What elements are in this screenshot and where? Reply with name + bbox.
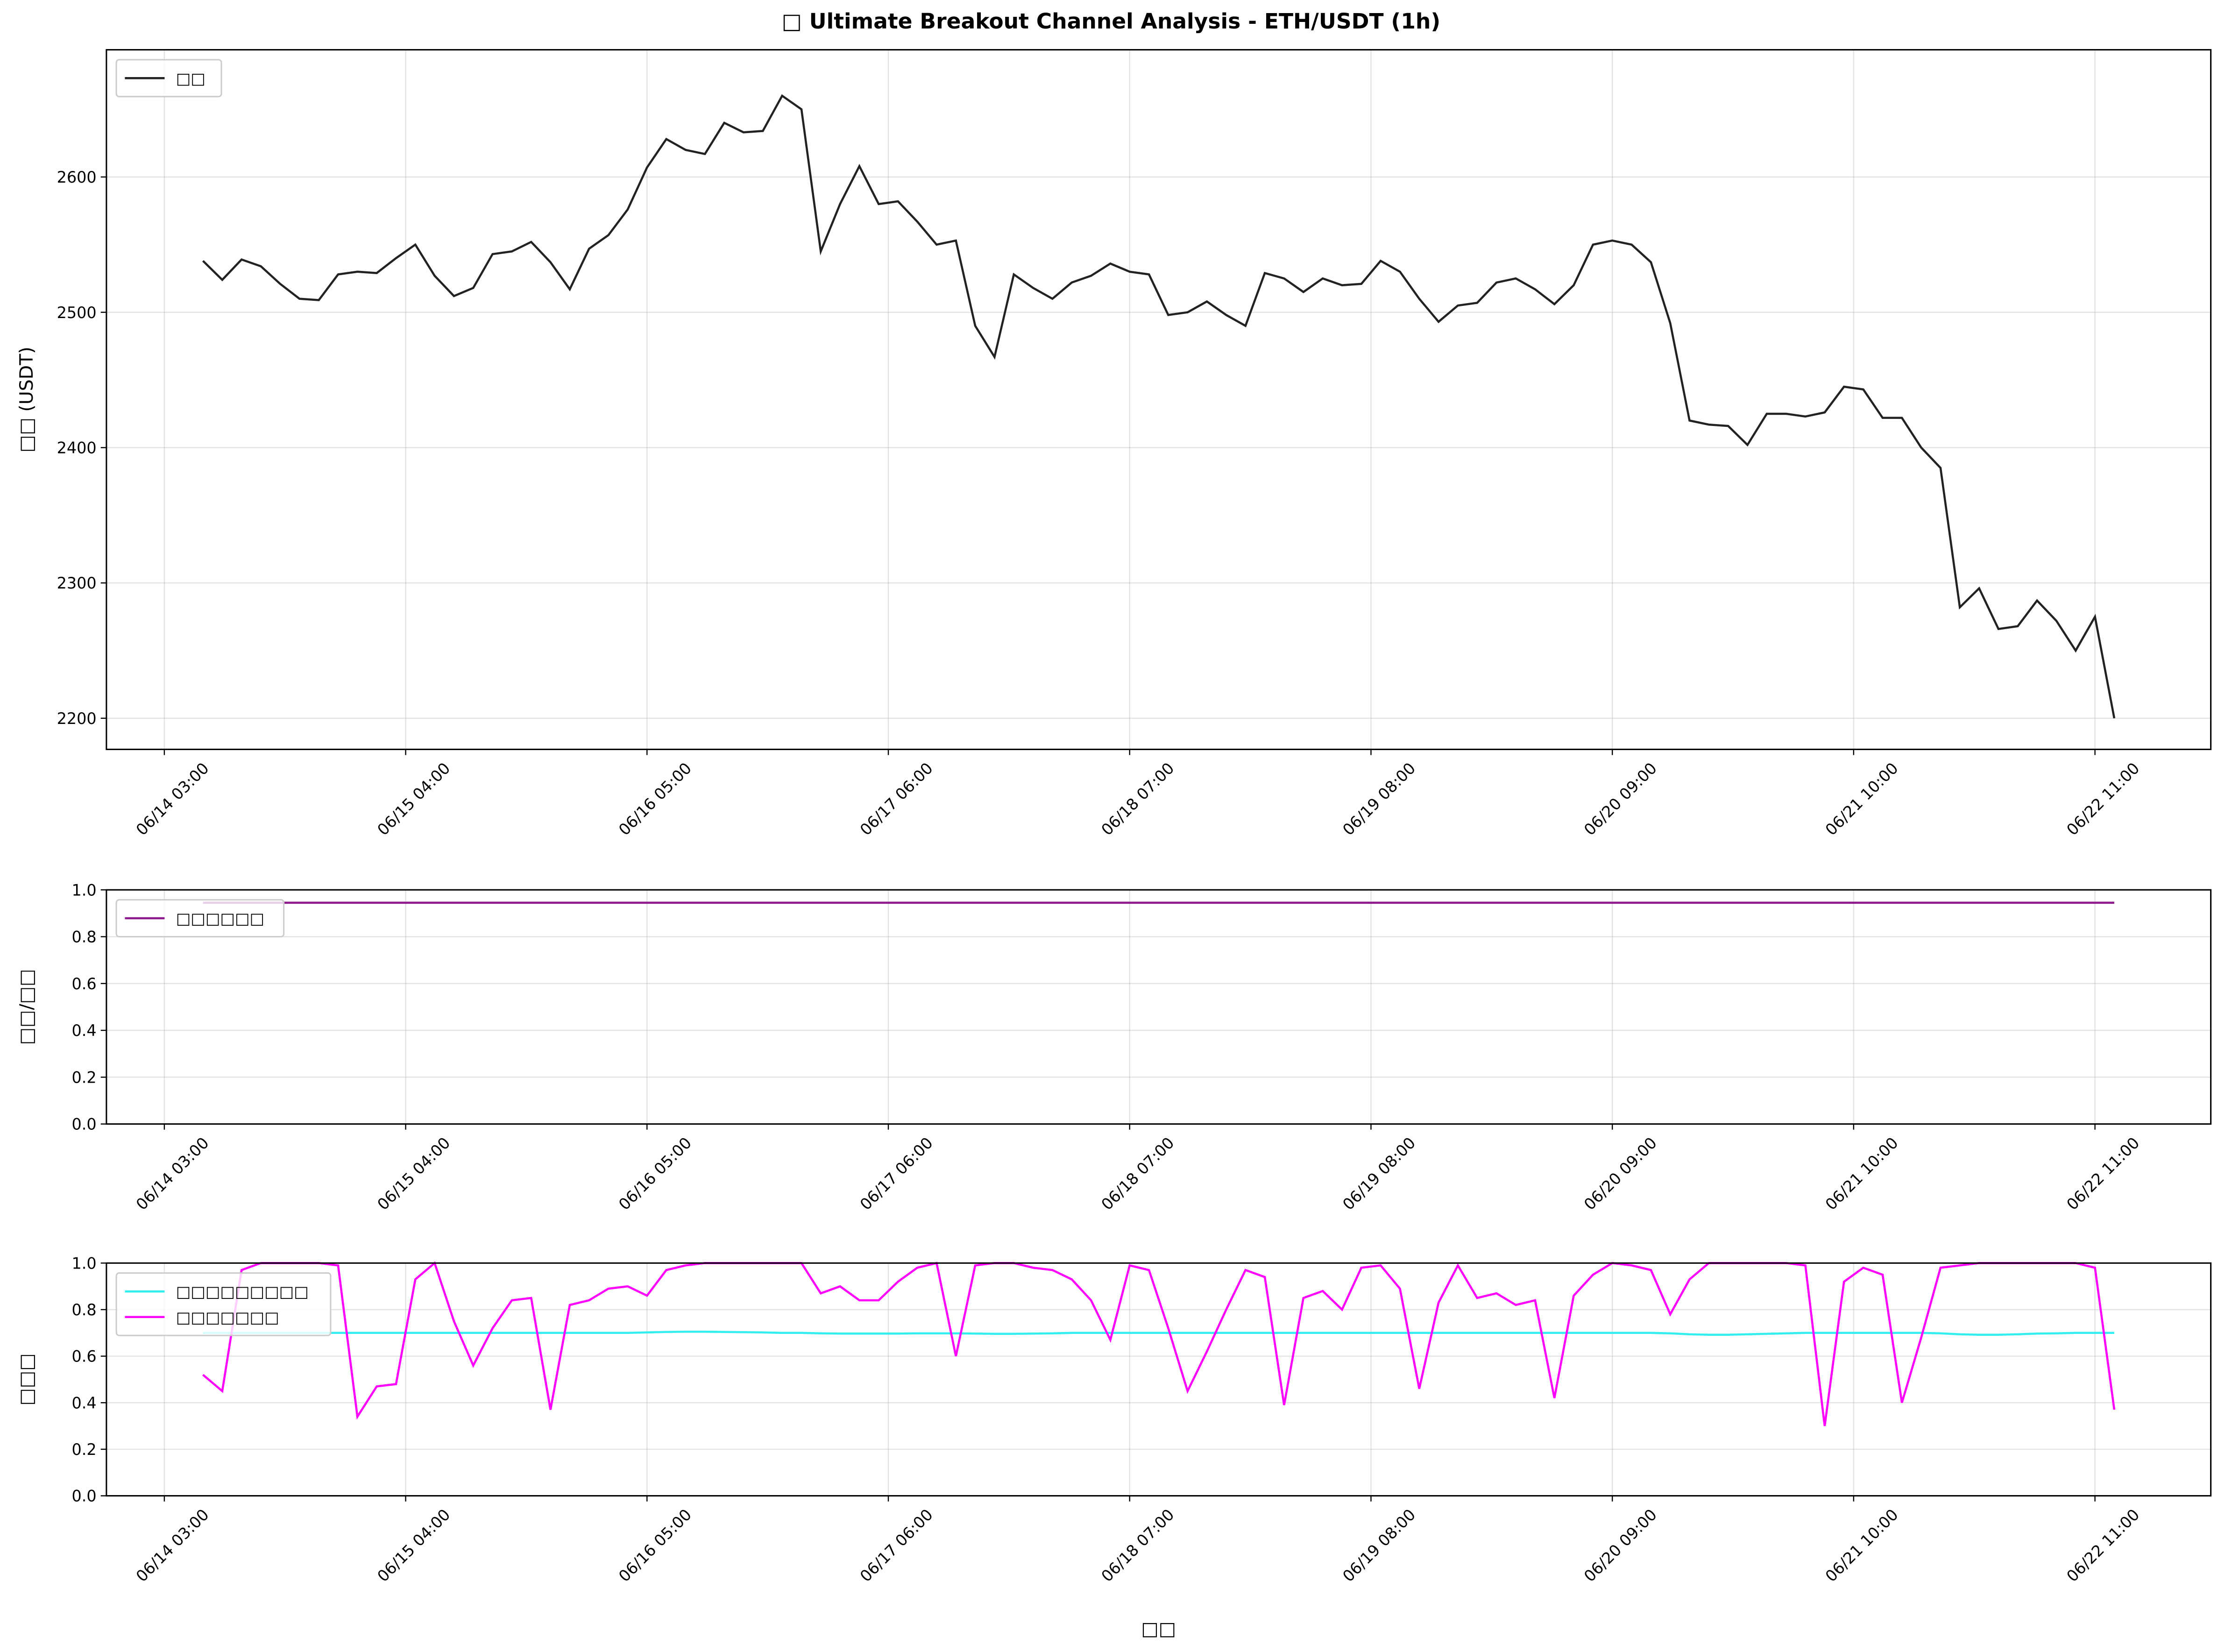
legend-box [115,1272,332,1336]
legend-box [115,899,285,938]
y-tick-label: 0.8 [71,1301,96,1319]
y-tick-label: 2600 [57,168,97,186]
y-tick-label: 0.8 [71,928,96,946]
y-tick-label: 0.2 [71,1440,96,1459]
chart-title: □ Ultimate Breakout Channel Analysis - E… [782,9,1440,34]
plot-frame [106,49,2212,750]
plot-frame [106,1262,2212,1497]
y-tick-label: 0.2 [71,1068,96,1086]
legend-label: □□□□□□□ [176,1308,279,1326]
y-tick-label: 2500 [57,304,97,322]
series-line [202,1261,2116,1426]
y-axis-label: □□ (USDT) [16,347,37,452]
y-tick-label: 1.0 [71,1254,96,1272]
y-tick-label: 0.6 [71,1347,96,1366]
legend-label: □□□□□□□□□ [176,1283,309,1301]
y-tick-label: 2200 [57,709,97,728]
y-tick-label: 1.0 [71,881,96,899]
y-tick-label: 2400 [57,439,97,457]
legend-box [115,59,222,98]
y-tick-label: 0.4 [71,1021,96,1040]
y-tick-label: 0.4 [71,1394,96,1412]
y-tick-label: 2300 [57,574,97,592]
x-axis-label: □□ [1141,1618,1176,1639]
plot-frame [106,889,2212,1125]
legend-label: □□ [176,69,205,87]
series-line [203,1330,2114,1336]
legend-label: □□□□□□ [176,909,264,928]
y-tick-label: 0.0 [71,1487,96,1505]
y-tick-label: 0.0 [71,1115,96,1134]
y-tick-label: 0.6 [71,975,96,993]
series-line [202,94,2116,719]
y-axis-label: □□/□□ [16,969,37,1045]
y-axis-label: □□□ [16,1353,37,1405]
